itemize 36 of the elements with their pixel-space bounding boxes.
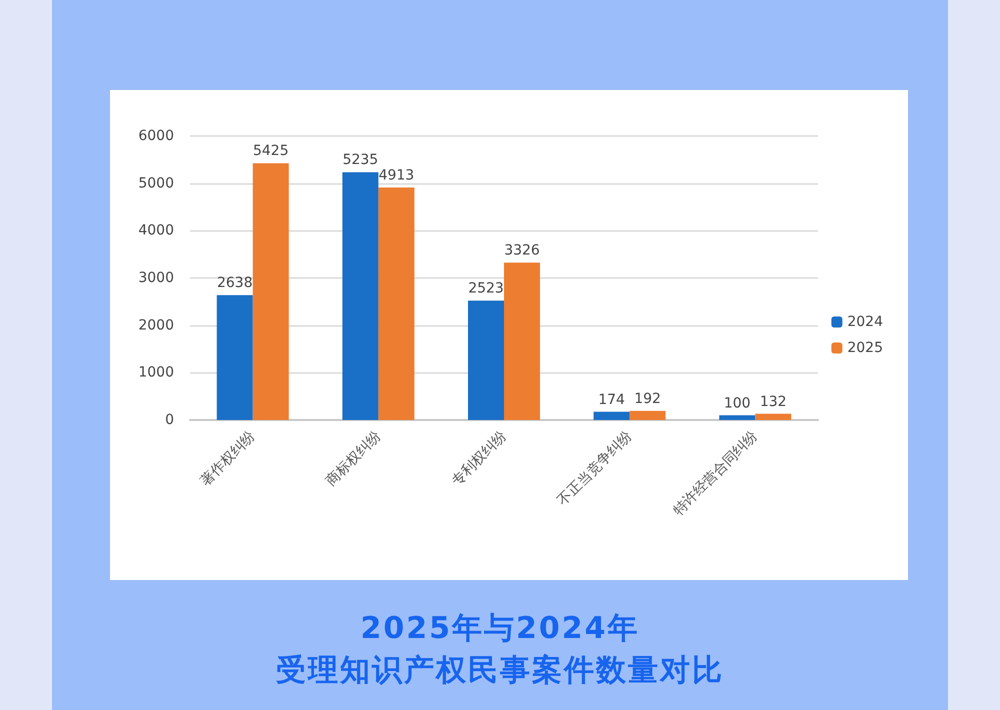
data-label: 3326	[504, 242, 540, 259]
y-tick-label: 2000	[138, 317, 174, 334]
data-label: 2638	[216, 275, 253, 292]
bar	[216, 295, 253, 420]
bar	[378, 187, 414, 420]
y-tick-label: 6000	[138, 128, 174, 144]
x-tick-label: 著作权纠纷	[198, 428, 258, 490]
bar	[342, 172, 378, 420]
text: 2025年与2024年	[360, 610, 640, 648]
y-tick-label: 4000	[138, 222, 174, 239]
bar	[719, 415, 756, 420]
legend-label: 2025	[847, 340, 884, 356]
text: 受理知识产权民事案件数量对比	[275, 652, 725, 690]
data-label: 5425	[252, 143, 289, 160]
data-label: 174	[598, 392, 626, 408]
bar	[594, 412, 630, 420]
y-tick-label: 5000	[138, 175, 174, 192]
bar	[504, 262, 540, 420]
bar	[468, 300, 504, 420]
data-label: 192	[634, 390, 661, 407]
data-label: 4913	[378, 167, 414, 184]
x-tick-label: 专利权纠纷	[448, 428, 510, 490]
x-tick-label: 商标权纠纷	[323, 428, 384, 490]
bar	[252, 163, 289, 420]
x-tick-label: 不正当竞争纠纷	[554, 428, 636, 509]
bar	[630, 410, 666, 420]
legend-label: 2024	[847, 314, 884, 330]
bar	[755, 414, 792, 420]
y-tick-label: 0	[165, 412, 174, 428]
data-label: 2523	[468, 280, 504, 297]
data-label: 5235	[342, 152, 378, 168]
data-label: 132	[760, 394, 787, 410]
data-label: 100	[724, 395, 751, 412]
y-tick-label: 1000	[138, 364, 174, 381]
y-tick-label: 3000	[138, 270, 174, 286]
x-tick-label: 特许经营合同纠纷	[670, 428, 761, 519]
